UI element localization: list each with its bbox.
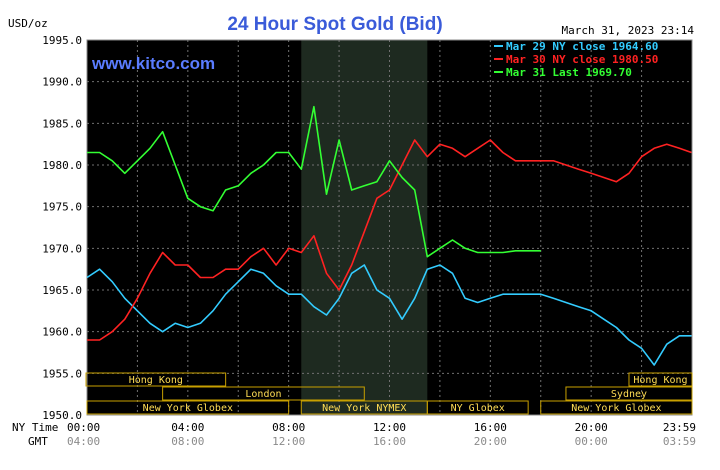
session-rows: Hong Kong Hong Kong London Sydney New York G…	[85, 372, 693, 415]
chart-title: 24 Hour Spot Gold (Bid)	[227, 14, 442, 35]
legend-entry: Mar 30 NY close 1980.50	[506, 53, 658, 66]
session-label: New York NYMEX	[322, 403, 406, 414]
y-unit-label: USD/oz	[8, 17, 48, 30]
shaded-session-region	[301, 40, 428, 415]
session-box	[540, 400, 693, 415]
price-series	[86, 105, 692, 366]
session-box	[86, 400, 290, 415]
y-tick-label: 1975.0	[42, 201, 82, 214]
session-box	[85, 372, 227, 387]
y-tick-label: 1990.0	[42, 76, 82, 89]
x-tick-label-ny: 12:00	[373, 421, 406, 434]
y-tick-label: 1965.0	[42, 284, 82, 297]
session-label: Hong Kong	[129, 375, 183, 386]
x-tick-label-ny: 00:00	[67, 421, 100, 434]
x-tick-label-ny: 08:00	[272, 421, 305, 434]
series-line	[86, 264, 692, 366]
y-tick-label: 1950.0	[42, 409, 82, 422]
y-tick-label: 1980.0	[42, 159, 82, 172]
x-tick-label-gmt: 08:00	[171, 435, 204, 448]
x-tick-label-ny: 20:00	[575, 421, 608, 434]
y-tick-label: 1985.0	[42, 117, 82, 130]
y-tick-label: 1960.0	[42, 326, 82, 339]
x-tick-label-gmt: 12:00	[272, 435, 305, 448]
series-line	[87, 105, 541, 258]
session-box	[565, 386, 693, 401]
x-tick-label-gmt: 04:00	[67, 435, 100, 448]
session-label: London	[245, 389, 281, 400]
website-label: www.kitco.com	[91, 54, 215, 73]
x-tick-label-gmt: 16:00	[373, 435, 406, 448]
plot-border	[86, 39, 693, 416]
session-label: Sydney	[611, 389, 647, 400]
session-label: NY Globex	[451, 403, 505, 414]
y-tick-label: 1995.0	[42, 34, 82, 47]
x-tick-label-gmt: 20:00	[474, 435, 507, 448]
session-label: New York Globex	[143, 403, 233, 414]
y-axis-ticks: 1995.0 1990.0 1985.0 1980.0 1975.0 1970.0 1965…	[42, 34, 82, 422]
timestamp: March 31, 2023 23:14	[562, 24, 695, 37]
x-tick-label-ny: 16:00	[474, 421, 507, 434]
legend-entry: Mar 31 Last 1969.70	[506, 66, 632, 79]
legend-entry: Mar 29 NY close 1964.60	[506, 40, 658, 53]
session-label: New York Globex	[571, 403, 661, 414]
series-line	[87, 139, 692, 341]
x-tick-label-ny: 04:00	[171, 421, 204, 434]
y-tick-label: 1955.0	[42, 367, 82, 380]
ny-time-label: NY Time	[12, 421, 58, 434]
session-box	[162, 386, 365, 401]
x-axis-ticks: 00:00 04:00 08:00 12:00 16:00 20:00 23:5904:00…	[67, 421, 696, 448]
session-box	[628, 372, 693, 387]
x-tick-label-gmt: 00:00	[575, 435, 608, 448]
y-tick-label: 1970.0	[42, 242, 82, 255]
x-tick-label-ny: 23:59	[663, 421, 696, 434]
session-label: Hong Kong	[633, 375, 687, 386]
x-tick-label-gmt: 03:59	[663, 435, 696, 448]
session-box	[426, 400, 529, 415]
gmt-label: GMT	[28, 435, 48, 448]
